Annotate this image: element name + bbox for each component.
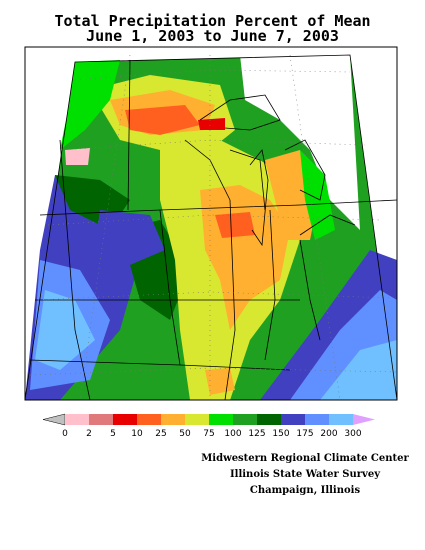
legend-over-arrow — [353, 414, 375, 425]
legend-swatch — [305, 414, 329, 425]
color-legend: 0 2 5 10 25 50 75 100 125 150 175 200 300 — [42, 413, 375, 439]
legend-under-arrow — [42, 413, 66, 426]
map-date-range: June 1, 2003 to June 7, 2003 — [86, 27, 339, 45]
legend-label: 0 — [62, 429, 68, 439]
state-boundaries — [29, 59, 397, 400]
legend-swatch — [281, 414, 305, 425]
legend-label: 200 — [320, 429, 337, 439]
legend-swatch — [137, 414, 161, 425]
legend-label: 75 — [203, 429, 214, 439]
no-data-region — [240, 55, 360, 230]
legend-label: 175 — [296, 429, 313, 439]
pink-patch — [65, 148, 90, 165]
legend-swatch — [185, 414, 209, 425]
legend-swatch — [257, 414, 281, 425]
map-title: Total Precipitation Percent of Mean — [54, 12, 371, 30]
legend-label: 125 — [248, 429, 265, 439]
legend-label: 2 — [86, 429, 92, 439]
legend-swatch — [65, 414, 89, 425]
great-lakes — [199, 94, 356, 247]
legend-swatch — [233, 414, 257, 425]
legend-label: 10 — [131, 429, 143, 439]
legend-swatch — [161, 414, 185, 425]
blue-patch-mid — [95, 210, 165, 265]
legend-label: 50 — [179, 429, 191, 439]
legend-swatch — [113, 414, 137, 425]
legend-label: 150 — [272, 429, 289, 439]
legend-label: 100 — [224, 429, 241, 439]
legend-swatch — [209, 414, 233, 425]
skyblue-region-west — [35, 290, 95, 370]
legend-label: 25 — [155, 429, 166, 439]
orange-patch-south — [205, 368, 235, 395]
graticule — [29, 54, 397, 400]
credit-location: Champaign, Illinois — [249, 485, 361, 496]
legend-label: 300 — [344, 429, 361, 439]
red-patch-central — [215, 212, 255, 238]
credit-center: Midwestern Regional Climate Center — [201, 453, 409, 464]
legend-swatch — [329, 414, 353, 425]
legend-swatch — [89, 414, 113, 425]
red-spot-north — [198, 118, 225, 130]
red-patch-north — [125, 105, 200, 135]
credit-survey: Illinois State Water Survey — [229, 469, 381, 480]
green-region-northwest — [60, 60, 120, 150]
precipitation-map — [24, 46, 398, 401]
skyblue-region-southeast — [320, 340, 397, 400]
legend-label: 5 — [110, 429, 116, 439]
